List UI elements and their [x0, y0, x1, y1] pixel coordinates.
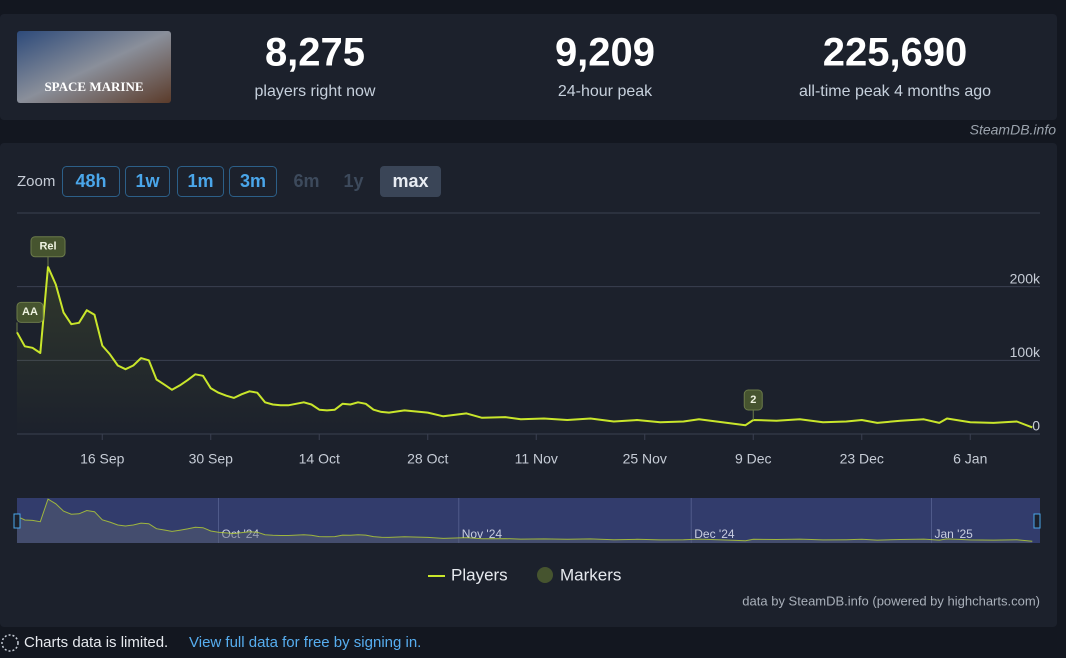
- zoom-button-bg: [380, 166, 441, 197]
- stat-label: players right now: [255, 83, 376, 100]
- zoom-button[interactable]: max: [380, 166, 441, 197]
- game-image: [17, 31, 171, 103]
- x-tick-label: 9 Dec: [735, 451, 772, 467]
- zoom-button-bg: [229, 166, 277, 197]
- zoom-button[interactable]: 3m: [229, 166, 277, 197]
- y-tick-label: 200k: [1010, 270, 1041, 286]
- x-tick-label: 11 Nov: [515, 451, 558, 467]
- navigator-label: Jan '25: [935, 527, 974, 541]
- footer-notice: Charts data is limited.: [24, 634, 168, 651]
- x-tick-label: 6 Jan: [953, 451, 987, 467]
- y-tick-label: 0: [1032, 418, 1040, 434]
- x-tick-label: 25 Nov: [623, 451, 667, 467]
- navigator-area: [17, 499, 1033, 543]
- zoom-button-bg: [62, 166, 120, 197]
- zoom-label: Zoom: [17, 173, 55, 190]
- zoom-button: 6m: [293, 171, 319, 191]
- x-tick-label: 14 Oct: [299, 451, 340, 467]
- legend-swatch: [537, 567, 553, 583]
- zoom-button-label: 6m: [293, 171, 319, 191]
- chart: 0 100k 200k 16 Sep 30 Sep 14 Oct 28 Oct 11 Nov 2…: [13, 212, 1041, 608]
- stat-label: 24-hour peak: [558, 83, 653, 100]
- stat-value: 225,690: [823, 31, 968, 75]
- zoom-button-label: 1y: [343, 171, 363, 191]
- info-icon: [1, 634, 19, 652]
- navigator-bg: [17, 498, 1040, 543]
- marker-label: AA: [22, 306, 38, 318]
- zoom-button[interactable]: 1m: [177, 166, 224, 197]
- signin-link[interactable]: View full data for free by signing in.: [189, 634, 421, 651]
- marker-flag: [743, 389, 763, 411]
- zoom-button-bg: [125, 166, 170, 197]
- stat-value: 8,275: [265, 31, 365, 75]
- event-marker[interactable]: AA: [16, 301, 44, 333]
- zoom-buttons: 48h 1w 1m 3m 6m 1y max: [62, 166, 441, 197]
- stat-label: all-time peak 4 months ago: [799, 83, 991, 100]
- game-image-label: SPACE MARINE: [44, 79, 143, 94]
- legend-item[interactable]: Markers: [537, 565, 621, 584]
- event-marker[interactable]: 2: [743, 389, 763, 421]
- event-marker[interactable]: Rel: [30, 236, 66, 267]
- navigator-handle[interactable]: [13, 513, 21, 529]
- zoom-button-label[interactable]: 48h: [75, 171, 106, 191]
- navigator-line: [16, 498, 1033, 542]
- marker-label: 2: [750, 394, 756, 406]
- legend-label: Markers: [560, 565, 621, 584]
- x-tick-label: 30 Sep: [189, 451, 234, 467]
- marker-flag: [16, 301, 44, 323]
- line: [16, 265, 1033, 429]
- navigator-label: Oct '24: [222, 527, 260, 541]
- zoom-button[interactable]: 1w: [125, 166, 170, 197]
- legend-item[interactable]: Players: [428, 565, 508, 584]
- legend-label: Players: [451, 565, 508, 584]
- zoom-button-bg: [177, 166, 224, 197]
- navigator-label: Dec '24: [694, 527, 735, 541]
- zoom-button-label[interactable]: max: [392, 171, 428, 191]
- legend: Players Markers: [428, 565, 621, 584]
- source-link[interactable]: SteamDB.info: [970, 122, 1057, 138]
- zoom-button-label[interactable]: 1m: [187, 171, 213, 191]
- x-tick-label: 28 Oct: [407, 451, 448, 467]
- stat-value: 9,209: [555, 31, 655, 75]
- zoom-button[interactable]: 48h: [62, 166, 120, 197]
- marker-label: Rel: [39, 241, 56, 253]
- navigator-handle[interactable]: [1033, 513, 1041, 529]
- x-tick-label: 16 Sep: [80, 451, 125, 467]
- zoom-button-label[interactable]: 3m: [240, 171, 266, 191]
- y-tick-label: 100k: [1010, 344, 1041, 360]
- credit[interactable]: data by SteamDB.info (powered by highcha…: [742, 593, 1040, 608]
- marker-flag: [30, 236, 66, 258]
- x-tick-label: 23 Dec: [840, 451, 884, 467]
- zoom-button-label[interactable]: 1w: [135, 171, 160, 191]
- header-panel: [0, 14, 1057, 120]
- area-fill: [17, 266, 1033, 434]
- zoom-button: 1y: [343, 171, 363, 191]
